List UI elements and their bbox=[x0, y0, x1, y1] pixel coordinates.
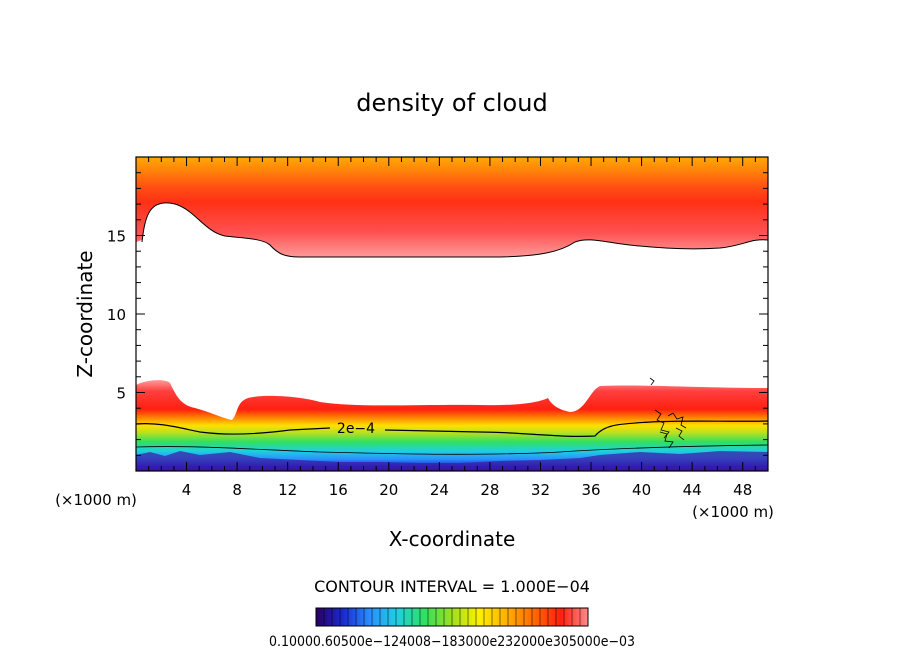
contour-line-2e-4 bbox=[136, 420, 768, 437]
y-tick-label: 15 bbox=[107, 228, 126, 246]
x-tick-label: 40 bbox=[632, 481, 651, 499]
x-tick-label: 28 bbox=[480, 481, 499, 499]
x-tick-label: 4 bbox=[182, 481, 192, 499]
y-tick-label: 10 bbox=[107, 306, 126, 324]
chart-title: density of cloud bbox=[356, 89, 547, 117]
ground-fringe bbox=[136, 451, 768, 471]
y-axis: 5 10 15 bbox=[107, 172, 768, 456]
plot-area: 2e−4 bbox=[136, 157, 768, 471]
x-tick-label: 16 bbox=[329, 481, 348, 499]
x-tick-label: 12 bbox=[278, 481, 297, 499]
contour-interval: CONTOUR INTERVAL = 1.000E−04 bbox=[314, 577, 590, 596]
y-tick-label: 5 bbox=[116, 385, 126, 403]
lower-cloud-layer bbox=[136, 380, 768, 471]
x-unit-left: (×1000 m) bbox=[55, 491, 137, 509]
x-axis: 4 8 12 16 20 24 28 32 36 40 44 48 bbox=[148, 157, 756, 499]
x-tick-label: 48 bbox=[733, 481, 752, 499]
x-tick-label: 20 bbox=[379, 481, 398, 499]
x-axis-label: X-coordinate bbox=[389, 527, 516, 551]
x-tick-label: 36 bbox=[581, 481, 600, 499]
contour-label: 2e−4 bbox=[337, 421, 375, 437]
x-tick-label: 24 bbox=[430, 481, 449, 499]
contour-line bbox=[136, 444, 768, 455]
x-tick-label: 32 bbox=[531, 481, 550, 499]
x-tick-label: 8 bbox=[232, 481, 242, 499]
y-axis-label: Z-coordinate bbox=[73, 250, 97, 377]
x-tick-label: 44 bbox=[683, 481, 702, 499]
x-unit-right: (×1000 m) bbox=[692, 503, 774, 521]
colorbar-labels: 0.10000.60500e−124008−183000e232000e3050… bbox=[269, 634, 635, 650]
colorbar bbox=[315, 607, 589, 627]
contour-line bbox=[141, 202, 768, 258]
turbulent-region bbox=[649, 377, 687, 449]
